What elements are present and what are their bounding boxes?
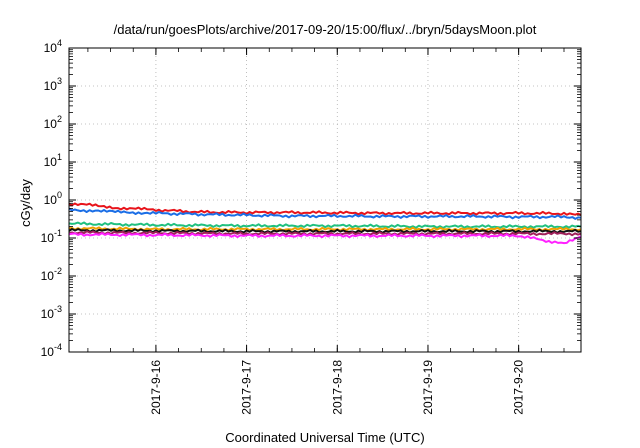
series-line — [68, 207, 582, 220]
y-tick-label: 102 — [44, 114, 62, 131]
tick-layer: 10-4 10-3 10-2 10-1 100 101 102 103 104 2017-9-16… — [41, 38, 581, 415]
series-line — [68, 226, 582, 232]
y-tick-label: 10-4 — [41, 342, 62, 359]
y-tick-label: 100 — [44, 190, 62, 207]
x-tick-label: 2017-9-17 — [240, 360, 254, 415]
series-line — [68, 232, 582, 245]
x-tick-label: 2017-9-19 — [421, 360, 435, 415]
grid-layer — [69, 48, 581, 352]
y-tick-label: 101 — [44, 152, 62, 169]
y-tick-label: 103 — [44, 76, 62, 93]
x-axis-title: Coordinated Universal Time (UTC) — [225, 430, 424, 445]
chart-title: /data/run/goesPlots/archive/2017-09-20/1… — [114, 22, 537, 37]
y-tick-label: 10-2 — [41, 266, 62, 283]
y-tick-label: 10-1 — [41, 228, 62, 245]
y-tick-label: 104 — [44, 38, 62, 55]
series-line — [68, 221, 582, 229]
series-line — [68, 230, 582, 237]
x-tick-label: 2017-9-18 — [330, 360, 344, 415]
x-tick-label: 2017-9-16 — [149, 360, 163, 415]
x-tick-label: 2017-9-20 — [512, 360, 526, 415]
series-layer — [68, 202, 582, 245]
y-tick-label: 10-3 — [41, 304, 62, 321]
series-line — [68, 202, 582, 216]
y-axis-title: cGy/day — [18, 179, 33, 227]
